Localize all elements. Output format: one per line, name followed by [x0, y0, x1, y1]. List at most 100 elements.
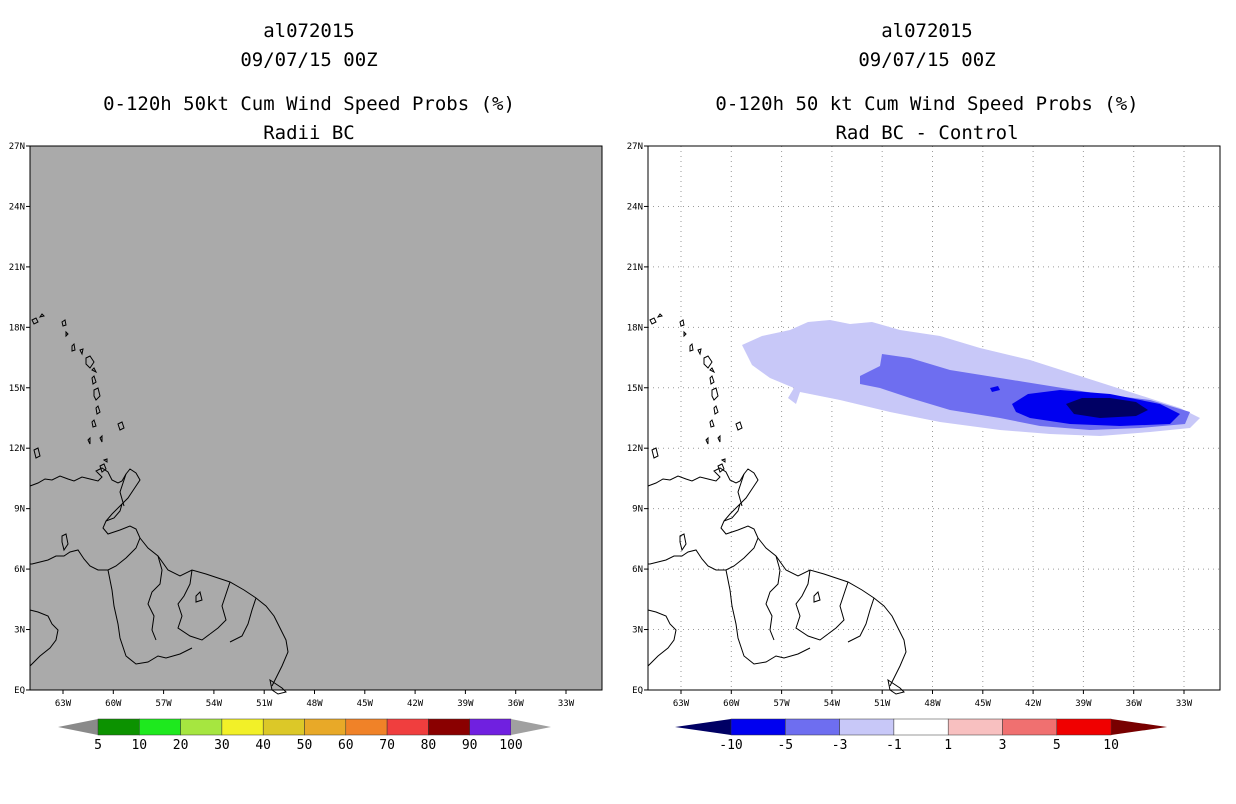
- lon-label: 63W: [673, 699, 690, 709]
- lat-label: 24N: [627, 202, 643, 212]
- colorbar-low-triangle: [675, 719, 731, 735]
- colorbar-high-triangle: [511, 719, 551, 735]
- lon-label: 39W: [457, 699, 474, 709]
- colorbar-high-triangle: [1111, 719, 1168, 735]
- left-panel: al072015 09/07/15 00Z 0-120h 50kt Cum Wi…: [9, 20, 603, 753]
- colorbar-label: 70: [379, 738, 395, 753]
- colorbar-label: -3: [832, 738, 848, 753]
- colorbar-low-triangle: [58, 719, 98, 735]
- lon-label: 45W: [975, 699, 992, 709]
- colorbar-box: [180, 718, 223, 736]
- lon-label: 48W: [924, 699, 941, 709]
- lon-label: 36W: [1126, 699, 1143, 709]
- colorbar-box: [1002, 718, 1058, 736]
- lon-label: 48W: [306, 699, 323, 709]
- colorbar-label: 3: [999, 738, 1007, 753]
- lat-label: 9N: [632, 505, 643, 515]
- colorbar-label: 5: [1053, 738, 1061, 753]
- colorbar-label: 90: [462, 738, 478, 753]
- lon-label: 54W: [824, 699, 841, 709]
- left-probability-field: [30, 146, 602, 690]
- left-title: 0-120h 50kt Cum Wind Speed Probs (%): [103, 93, 515, 115]
- right-storm-id: al072015: [881, 20, 973, 42]
- lat-label: 12N: [627, 444, 643, 454]
- colorbar-label: 10: [131, 738, 147, 753]
- left-map-frame: [29, 145, 603, 691]
- right-title: 0-120h 50 kt Cum Wind Speed Probs (%): [715, 93, 1138, 115]
- colorbar-label: 40: [255, 738, 271, 753]
- colorbar-box: [785, 718, 840, 736]
- colorbar-label: -10: [719, 738, 742, 753]
- left-lat-axis: 27N 24N 21N 18N 15N 12N 9N 6N 3N EQ: [9, 142, 30, 696]
- colorbar-label: 30: [214, 738, 230, 753]
- lon-label: 54W: [206, 699, 223, 709]
- lat-label: 21N: [627, 263, 643, 273]
- colorbar-box: [139, 718, 181, 736]
- lat-label: 18N: [9, 323, 25, 333]
- lon-label: 45W: [357, 699, 374, 709]
- lon-label: 63W: [55, 699, 72, 709]
- colorbar-label: 60: [338, 738, 354, 753]
- colorbar-box: [221, 718, 264, 736]
- left-datetime: 09/07/15 00Z: [240, 49, 377, 71]
- colorbar-label: -5: [777, 738, 793, 753]
- lat-label: 15N: [627, 384, 643, 394]
- lat-label: 12N: [9, 444, 25, 454]
- colorbar-label: 5: [94, 738, 102, 753]
- colorbar-label: 100: [499, 738, 522, 753]
- left-colorbar: 5 10 20 30 40 50 60 70 80 90 100: [58, 718, 551, 753]
- lon-label: 33W: [558, 699, 575, 709]
- lon-label: 39W: [1075, 699, 1092, 709]
- colorbar-label: 10: [1103, 738, 1119, 753]
- lon-label: 57W: [773, 699, 790, 709]
- right-datetime: 09/07/15 00Z: [858, 49, 995, 71]
- left-subtitle: Radii BC: [263, 122, 355, 144]
- lat-label: 27N: [627, 142, 643, 152]
- lat-label: 27N: [9, 142, 25, 152]
- colorbar-label: 20: [173, 738, 189, 753]
- lon-label: 51W: [256, 699, 273, 709]
- right-map-frame: [647, 145, 1221, 691]
- colorbar-box: [469, 718, 512, 736]
- lon-label: 57W: [155, 699, 172, 709]
- contour-minus-5-spot: [990, 386, 1000, 392]
- left-lon-axis: 63W 60W 57W 54W 51W 48W 45W 42W 39W 36W 33W: [55, 690, 575, 709]
- lat-label: 3N: [14, 626, 25, 636]
- right-panel: al072015 09/07/15 00Z 0-120h 50 kt Cum W…: [627, 20, 1221, 753]
- colorbar-box: [730, 718, 786, 736]
- lat-label: 18N: [627, 323, 643, 333]
- colorbar-label: 1: [944, 738, 952, 753]
- right-lat-axis: 27N 24N 21N 18N 15N 12N 9N 6N 3N EQ: [627, 142, 648, 696]
- colorbar-box: [428, 718, 470, 736]
- lon-label: 60W: [723, 699, 740, 709]
- lon-label: 42W: [1025, 699, 1042, 709]
- lat-label: 9N: [14, 505, 25, 515]
- lat-label: 6N: [14, 565, 25, 575]
- lat-label: 21N: [9, 263, 25, 273]
- lat-label: 15N: [9, 384, 25, 394]
- right-lon-axis: 63W 60W 57W 54W 51W 48W 45W 42W 39W 36W 33W: [673, 690, 1193, 709]
- lat-label: EQ: [14, 686, 25, 696]
- lon-label: 51W: [874, 699, 891, 709]
- right-gridlines: [648, 146, 1220, 690]
- lat-label: 6N: [632, 565, 643, 575]
- colorbar-label: 50: [297, 738, 313, 753]
- right-colorbar: -10 -5 -3 -1 1 3 5 10: [675, 718, 1168, 753]
- lat-label: EQ: [632, 686, 643, 696]
- right-subtitle: Rad BC - Control: [835, 122, 1018, 144]
- colorbar-box: [1056, 718, 1112, 736]
- colorbar-box: [386, 718, 429, 736]
- lon-label: 60W: [105, 699, 122, 709]
- lat-label: 24N: [9, 202, 25, 212]
- left-storm-id: al072015: [263, 20, 355, 42]
- colorbar-label: -1: [886, 738, 902, 753]
- colorbar-box: [947, 718, 1003, 736]
- colorbar-box: [839, 718, 895, 736]
- colorbar-box: [893, 718, 949, 736]
- right-difference-field: [742, 320, 1200, 436]
- colorbar-label: 80: [421, 738, 437, 753]
- colorbar-box: [304, 718, 347, 736]
- lat-label: 3N: [632, 626, 643, 636]
- lon-label: 42W: [407, 699, 424, 709]
